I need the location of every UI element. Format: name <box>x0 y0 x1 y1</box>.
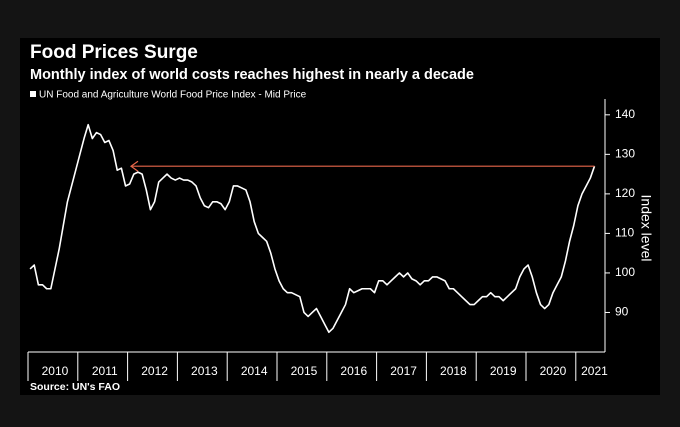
y-tick-label: 130 <box>615 147 635 161</box>
x-tick-label: 2010 <box>42 364 69 378</box>
x-tick-label: 2012 <box>141 364 168 378</box>
x-tick-label: 2013 <box>191 364 218 378</box>
y-axis-label: Index level <box>638 195 654 262</box>
x-tick-label: 2011 <box>92 364 118 378</box>
y-tick-label: 90 <box>615 305 629 319</box>
legend-swatch <box>30 91 36 97</box>
x-tick-label: 2019 <box>490 364 517 378</box>
x-tick-label: 2018 <box>440 364 467 378</box>
panel <box>20 38 660 395</box>
x-tick-label: 2021 <box>581 364 608 378</box>
x-tick-label: 2014 <box>241 364 268 378</box>
legend-label: UN Food and Agriculture World Food Price… <box>39 90 307 101</box>
annotation-arrowhead <box>129 160 139 172</box>
source: Source: UN's FAO <box>30 381 120 393</box>
x-tick-label: 2020 <box>540 364 567 378</box>
y-tick-label: 140 <box>615 107 635 121</box>
y-tick-label: 100 <box>615 265 635 279</box>
y-tick-label: 120 <box>615 186 635 200</box>
x-tick-label: 2015 <box>291 364 318 378</box>
x-tick-label: 2016 <box>340 364 367 378</box>
series-line <box>29 123 596 334</box>
chart-subtitle: Monthly index of world costs reaches hig… <box>30 67 474 83</box>
x-tick-label: 2017 <box>390 364 417 378</box>
y-tick-label: 110 <box>615 226 634 240</box>
chart-title: Food Prices Surge <box>30 42 198 63</box>
